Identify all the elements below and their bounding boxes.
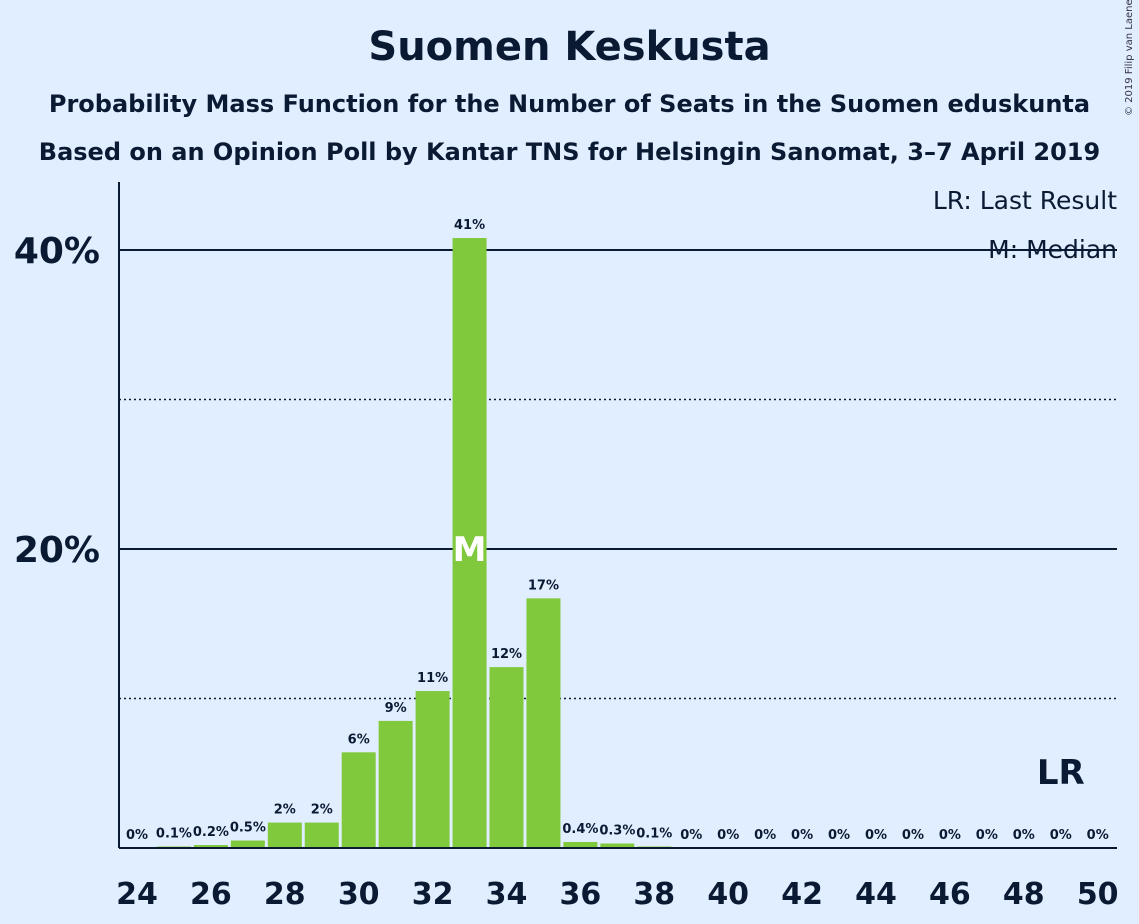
bar-value-label: 0% xyxy=(791,828,813,843)
bar-value-label: 0.5% xyxy=(230,821,266,836)
bar xyxy=(378,720,413,848)
x-tick-label: 44 xyxy=(855,877,897,912)
legend-last-result: LR: Last Result xyxy=(933,186,1117,215)
bar-value-label: 0% xyxy=(865,828,887,843)
x-tick-label: 32 xyxy=(412,877,454,912)
bar-value-label: 0.4% xyxy=(562,822,598,837)
bar-value-label: 0% xyxy=(828,828,850,843)
legend-median: M: Median xyxy=(988,235,1117,264)
bar xyxy=(341,752,376,848)
bar-value-label: 0.3% xyxy=(599,824,635,839)
bar xyxy=(415,691,450,848)
x-tick-label: 46 xyxy=(929,877,971,912)
gridlines xyxy=(119,249,1117,700)
bar xyxy=(563,842,598,848)
x-tick-label: 42 xyxy=(781,877,823,912)
y-tick-label: 20% xyxy=(14,530,100,571)
bar-value-label: 0% xyxy=(754,828,776,843)
x-tick-label: 34 xyxy=(486,877,528,912)
x-tick-label: 48 xyxy=(1003,877,1045,912)
bar-value-label: 2% xyxy=(311,803,333,818)
x-tick-label: 50 xyxy=(1077,877,1119,912)
x-tick-label: 36 xyxy=(560,877,602,912)
bar xyxy=(267,822,302,848)
y-tick-label: 40% xyxy=(14,231,100,272)
bar-value-label: 0.2% xyxy=(193,825,229,840)
bar-value-label: 0% xyxy=(1050,828,1072,843)
median-marker: M xyxy=(453,530,487,570)
x-tick-label: 26 xyxy=(190,877,232,912)
labels: 20%40%0% 0.1% 0.2% 0.5%2% 2%6%9%11%41%12%17%… xyxy=(14,218,1119,912)
x-tick-label: 24 xyxy=(116,877,158,912)
bar xyxy=(193,845,228,848)
bar xyxy=(452,238,487,849)
bar-value-label: 0% xyxy=(902,828,924,843)
bar-value-label: 0% xyxy=(126,828,148,843)
bar-value-label: 0% xyxy=(717,828,739,843)
bar-value-label: 17% xyxy=(528,578,559,593)
bar-value-label: 0% xyxy=(1013,828,1035,843)
bar-value-label: 0% xyxy=(939,828,961,843)
bar-value-label: 0% xyxy=(976,828,998,843)
bar-value-label: 41% xyxy=(454,218,485,233)
bar-value-label: 12% xyxy=(491,647,522,662)
axes xyxy=(118,182,1117,849)
bar-value-label: 2% xyxy=(274,803,296,818)
bar xyxy=(526,598,561,848)
x-tick-label: 28 xyxy=(264,877,306,912)
bar xyxy=(600,843,635,848)
x-tick-label: 40 xyxy=(707,877,749,912)
bar-value-label: 0.1% xyxy=(636,827,672,842)
chart-title: Suomen Keskusta xyxy=(368,24,771,70)
chart-subtitle: Probability Mass Function for the Number… xyxy=(48,90,1091,118)
bar xyxy=(230,840,265,848)
bar xyxy=(489,667,524,848)
bar xyxy=(304,822,339,848)
bar-value-label: 0% xyxy=(680,828,702,843)
bar-value-label: 0.1% xyxy=(156,827,192,842)
bar-value-label: 0% xyxy=(1087,828,1109,843)
last-result-marker: LR xyxy=(1037,753,1085,793)
bar-value-label: 11% xyxy=(417,671,448,686)
bars xyxy=(156,238,672,849)
x-tick-label: 38 xyxy=(633,877,675,912)
bar-value-label: 9% xyxy=(385,701,407,716)
bar-value-label: 6% xyxy=(348,732,370,747)
x-tick-label: 30 xyxy=(338,877,380,912)
chart-source: Based on an Opinion Poll by Kantar TNS f… xyxy=(38,138,1101,166)
